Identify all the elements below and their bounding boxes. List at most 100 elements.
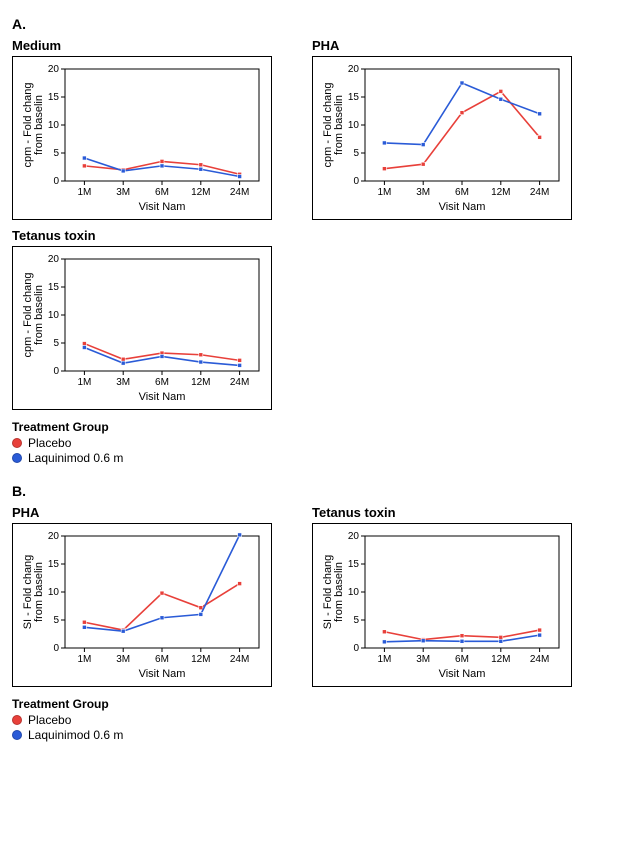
svg-text:6M: 6M [155, 187, 169, 198]
circle-icon [12, 730, 22, 740]
legend-item-laquinimod: Laquinimod 0.6 m [12, 728, 611, 742]
svg-text:10: 10 [348, 120, 360, 131]
svg-text:Visit Nam: Visit Nam [139, 668, 186, 680]
svg-text:24M: 24M [230, 377, 249, 388]
row-b1: PHA 051015201M3M6M12M24MVisit NamSI - Fo… [12, 505, 611, 687]
svg-text:6M: 6M [155, 654, 169, 665]
svg-text:from baselin: from baselin [33, 285, 45, 345]
svg-text:10: 10 [348, 587, 360, 598]
chart-svg: 051015201M3M6M12M24MVisit Namcpm - Fold … [19, 253, 267, 403]
svg-text:from baselin: from baselin [33, 95, 45, 155]
svg-text:24M: 24M [230, 654, 249, 665]
svg-text:15: 15 [48, 559, 60, 570]
svg-text:5: 5 [353, 615, 359, 626]
chart-b-tetanus: Tetanus toxin 0 5 10 15 20 1M 3M 6M 12M 24M Visit … [312, 505, 572, 687]
svg-text:24M: 24M [530, 187, 549, 198]
svg-text:5: 5 [353, 148, 359, 159]
svg-text:20: 20 [48, 64, 60, 75]
chart-frame: 051015201M3M6M12M24MVisit Namcpm - Fold … [312, 56, 572, 220]
svg-text:10: 10 [48, 120, 60, 131]
svg-text:3M: 3M [116, 187, 130, 198]
svg-text:0: 0 [53, 366, 59, 377]
chart-a-pha: PHA 051015201M3M6M12M24MVisit Namcpm - F… [312, 38, 572, 220]
legend-item-laquinimod: Laquinimod 0.6 m [12, 451, 611, 465]
svg-text:12M: 12M [491, 187, 510, 198]
svg-text:24M: 24M [530, 654, 549, 665]
svg-text:10: 10 [48, 310, 60, 321]
chart-title: PHA [12, 505, 272, 521]
legend-label: Placebo [28, 436, 71, 450]
svg-text:20: 20 [348, 64, 360, 75]
svg-text:1M: 1M [77, 377, 91, 388]
chart-frame: 051015201M3M6M12M24MVisit Namcpm - Fold … [12, 56, 272, 220]
svg-text:0: 0 [53, 176, 59, 187]
svg-text:1M: 1M [377, 187, 391, 198]
svg-text:12M: 12M [191, 187, 210, 198]
legend-title: Treatment Group [12, 420, 611, 434]
svg-text:20: 20 [48, 254, 60, 265]
svg-text:6M: 6M [155, 377, 169, 388]
chart-title: PHA [312, 38, 572, 54]
chart-svg: 051015201M3M6M12M24MVisit Namcpm - Fold … [319, 63, 567, 213]
section-a-label: A. [12, 16, 611, 32]
circle-icon [12, 438, 22, 448]
chart-svg: 051015201M3M6M12M24MVisit NamSI - Fold c… [319, 530, 567, 680]
svg-text:from baselin: from baselin [333, 562, 345, 622]
legend-item-placebo: Placebo [12, 713, 611, 727]
svg-text:6M: 6M [455, 654, 469, 665]
svg-text:15: 15 [348, 92, 360, 103]
chart-frame: 051015201M3M6M12M24MVisit NamSI - Fold c… [12, 523, 272, 687]
svg-text:1M: 1M [377, 654, 391, 665]
svg-text:0: 0 [353, 176, 359, 187]
svg-text:1M: 1M [77, 187, 91, 198]
circle-icon [12, 453, 22, 463]
circle-icon [12, 715, 22, 725]
row-a1: Medium 051015201M3M6M12M24MVisit Namcpm … [12, 38, 611, 220]
chart-b-pha: PHA 051015201M3M6M12M24MVisit NamSI - Fo… [12, 505, 272, 687]
legend-label: Laquinimod 0.6 m [28, 451, 123, 465]
svg-text:20: 20 [348, 531, 360, 542]
chart-a-medium: Medium 051015201M3M6M12M24MVisit Namcpm … [12, 38, 272, 220]
legend-a: Treatment Group Placebo Laquinimod 0.6 m [12, 420, 611, 465]
legend-b: Treatment Group Placebo Laquinimod 0.6 m [12, 697, 611, 742]
svg-text:Visit Nam: Visit Nam [139, 391, 186, 403]
svg-text:5: 5 [53, 338, 59, 349]
chart-title: Tetanus toxin [12, 228, 272, 244]
chart-svg: 051015201M3M6M12M24MVisit NamSI - Fold c… [19, 530, 267, 680]
chart-a-tetanus: Tetanus toxin 0 5 10 15 20 1M 3M 6M 12M 24M Visit … [12, 228, 272, 410]
svg-text:Visit Nam: Visit Nam [439, 668, 486, 680]
svg-text:24M: 24M [230, 187, 249, 198]
svg-text:15: 15 [48, 282, 60, 293]
chart-title: Medium [12, 38, 272, 54]
row-a2: Tetanus toxin 0 5 10 15 20 1M 3M 6M 12M 24M Visit … [12, 228, 611, 410]
chart-frame: 051015201M3M6M12M24MVisit NamSI - Fold c… [312, 523, 572, 687]
legend-label: Laquinimod 0.6 m [28, 728, 123, 742]
svg-text:15: 15 [48, 92, 60, 103]
svg-text:5: 5 [53, 148, 59, 159]
svg-text:20: 20 [48, 531, 60, 542]
svg-text:from baselin: from baselin [333, 95, 345, 155]
svg-text:0: 0 [53, 643, 59, 654]
svg-text:10: 10 [48, 587, 60, 598]
svg-text:12M: 12M [191, 377, 210, 388]
chart-svg: 051015201M3M6M12M24MVisit Namcpm - Fold … [19, 63, 267, 213]
svg-text:3M: 3M [416, 187, 430, 198]
svg-text:Visit Nam: Visit Nam [439, 201, 486, 213]
legend-item-placebo: Placebo [12, 436, 611, 450]
svg-text:15: 15 [348, 559, 360, 570]
svg-text:3M: 3M [416, 654, 430, 665]
legend-title: Treatment Group [12, 697, 611, 711]
svg-text:1M: 1M [77, 654, 91, 665]
svg-text:5: 5 [53, 615, 59, 626]
svg-text:3M: 3M [116, 654, 130, 665]
chart-title: Tetanus toxin [312, 505, 572, 521]
svg-text:0: 0 [353, 643, 359, 654]
svg-text:3M: 3M [116, 377, 130, 388]
svg-text:12M: 12M [191, 654, 210, 665]
section-b-label: B. [12, 483, 611, 499]
legend-label: Placebo [28, 713, 71, 727]
chart-frame: 051015201M3M6M12M24MVisit Namcpm - Fold … [12, 246, 272, 410]
svg-text:from baselin: from baselin [33, 562, 45, 622]
svg-text:12M: 12M [491, 654, 510, 665]
svg-text:6M: 6M [455, 187, 469, 198]
